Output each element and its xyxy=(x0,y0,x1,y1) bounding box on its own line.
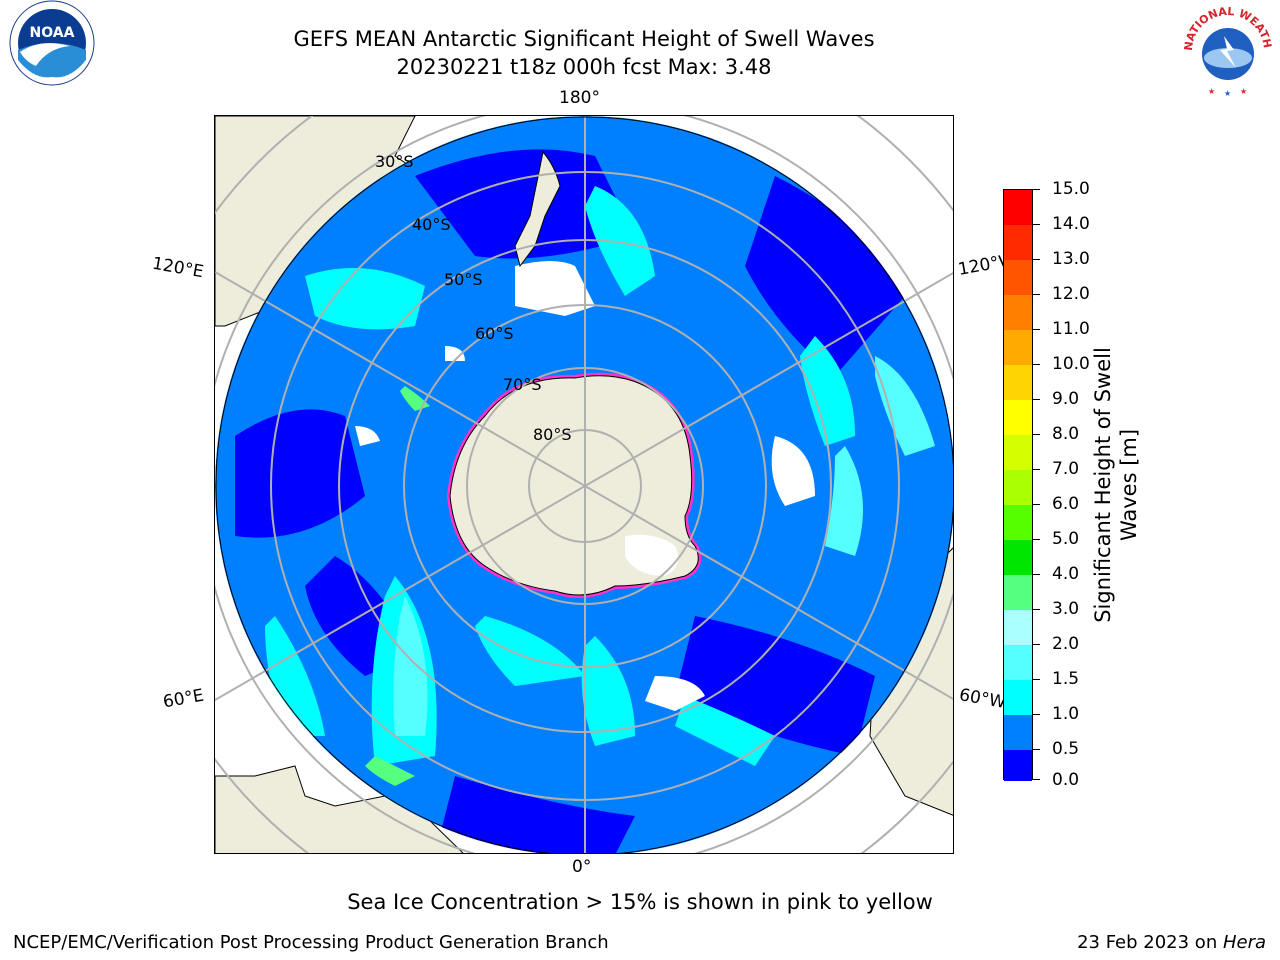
colorbar-tick xyxy=(1033,189,1040,190)
chart-subtitle: 20230221 t18z 000h fcst Max: 3.48 xyxy=(396,55,772,79)
lat-label-70s: 70°S xyxy=(503,375,542,394)
colorbar-segment xyxy=(1004,470,1032,505)
noaa-logo: NOAA xyxy=(9,0,95,86)
colorbar-tick xyxy=(1033,679,1040,680)
colorbar-title: Significant Height of Swell Waves [m] xyxy=(1090,347,1142,623)
colorbar-segment xyxy=(1004,225,1032,260)
colorbar-label: 12.0 xyxy=(1052,284,1090,304)
colorbar-label: 10.0 xyxy=(1052,354,1090,374)
lat-label-40s: 40°S xyxy=(412,215,451,234)
colorbar-segment xyxy=(1004,575,1032,610)
noaa-logo-text: NOAA xyxy=(30,25,75,41)
lat-label-30s: 30°S xyxy=(375,152,414,171)
colorbar-label: 0.5 xyxy=(1052,739,1080,759)
colorbar-segment xyxy=(1004,260,1032,295)
footer-branch: NCEP/EMC/Verification Post Processing Pr… xyxy=(13,932,609,953)
svg-text:★: ★ xyxy=(1208,87,1215,96)
polar-map-canvas xyxy=(215,116,953,853)
colorbar-tick xyxy=(1033,399,1040,400)
colorbar-label: 14.0 xyxy=(1052,214,1090,234)
colorbar-label: 13.0 xyxy=(1052,249,1090,269)
colorbar-title-line1: Significant Height of Swell xyxy=(1091,347,1115,623)
lon-label-0: 0° xyxy=(572,857,592,877)
colorbar-tick xyxy=(1033,644,1040,645)
footer-date: 23 Feb 2023 on Hera xyxy=(1077,932,1266,953)
footer-date-text: 23 Feb 2023 on xyxy=(1077,932,1223,953)
colorbar-segment xyxy=(1004,505,1032,540)
colorbar-segment xyxy=(1004,330,1032,365)
colorbar-segment xyxy=(1004,435,1032,470)
polar-map xyxy=(214,115,954,854)
sea-ice-note: Sea Ice Concentration > 15% is shown in … xyxy=(347,890,933,914)
colorbar-tick xyxy=(1033,779,1040,780)
colorbar-segment xyxy=(1004,715,1032,750)
colorbar-segment xyxy=(1004,680,1032,715)
colorbar-segment xyxy=(1004,645,1032,680)
colorbar-tick xyxy=(1033,749,1040,750)
colorbar-tick xyxy=(1033,574,1040,575)
colorbar xyxy=(1003,189,1033,781)
chart-title: GEFS MEAN Antarctic Significant Height o… xyxy=(293,27,875,51)
lon-label-120e: 120°E xyxy=(150,253,206,283)
colorbar-tick xyxy=(1033,714,1040,715)
ocean-field xyxy=(215,116,953,853)
colorbar-segment xyxy=(1004,190,1032,225)
colorbar-title-line2: Waves [m] xyxy=(1117,428,1141,542)
lon-label-60e: 60°E xyxy=(161,685,206,713)
colorbar-label: 5.0 xyxy=(1052,529,1080,549)
colorbar-label: 2.0 xyxy=(1052,634,1080,654)
lat-label-60s: 60°S xyxy=(475,324,514,343)
colorbar-tick xyxy=(1033,224,1040,225)
footer-host: Hera xyxy=(1222,932,1266,953)
nws-logo: NATIONAL WEATHER SERVICE ★ ★ ★ xyxy=(1178,4,1274,98)
colorbar-tick xyxy=(1033,504,1040,505)
colorbar-tick xyxy=(1033,329,1040,330)
colorbar-segment xyxy=(1004,400,1032,435)
antarctica xyxy=(446,372,702,598)
colorbar-label: 8.0 xyxy=(1052,424,1080,444)
colorbar-segment xyxy=(1004,610,1032,645)
graticule xyxy=(215,116,953,853)
colorbar-label: 15.0 xyxy=(1052,179,1090,199)
colorbar-label: 4.0 xyxy=(1052,564,1080,584)
colorbar-tick xyxy=(1033,539,1040,540)
colorbar-segment xyxy=(1004,540,1032,575)
colorbar-label: 6.0 xyxy=(1052,494,1080,514)
colorbar-segment xyxy=(1004,365,1032,400)
lat-label-80s: 80°S xyxy=(533,425,572,444)
colorbar-label: 9.0 xyxy=(1052,389,1080,409)
lat-label-50s: 50°S xyxy=(444,270,483,289)
new-zealand xyxy=(514,150,561,268)
colorbar-segment xyxy=(1004,750,1032,781)
colorbar-tick xyxy=(1033,609,1040,610)
colorbar-label: 3.0 xyxy=(1052,599,1080,619)
colorbar-tick xyxy=(1033,259,1040,260)
colorbar-label: 1.0 xyxy=(1052,704,1080,724)
colorbar-tick xyxy=(1033,434,1040,435)
colorbar-label: 0.0 xyxy=(1052,770,1080,790)
colorbar-label: 1.5 xyxy=(1052,669,1080,689)
map-boundary xyxy=(215,116,953,853)
colorbar-tick xyxy=(1033,294,1040,295)
colorbar-tick xyxy=(1033,364,1040,365)
colorbar-tick xyxy=(1033,469,1040,470)
colorbar-segment xyxy=(1004,295,1032,330)
lon-label-180: 180° xyxy=(559,88,600,108)
colorbar-label: 7.0 xyxy=(1052,459,1080,479)
svg-text:★: ★ xyxy=(1224,89,1231,98)
lon-label-60w: 60°W xyxy=(957,685,1008,713)
colorbar-label: 11.0 xyxy=(1052,319,1090,339)
svg-text:★: ★ xyxy=(1240,87,1247,96)
